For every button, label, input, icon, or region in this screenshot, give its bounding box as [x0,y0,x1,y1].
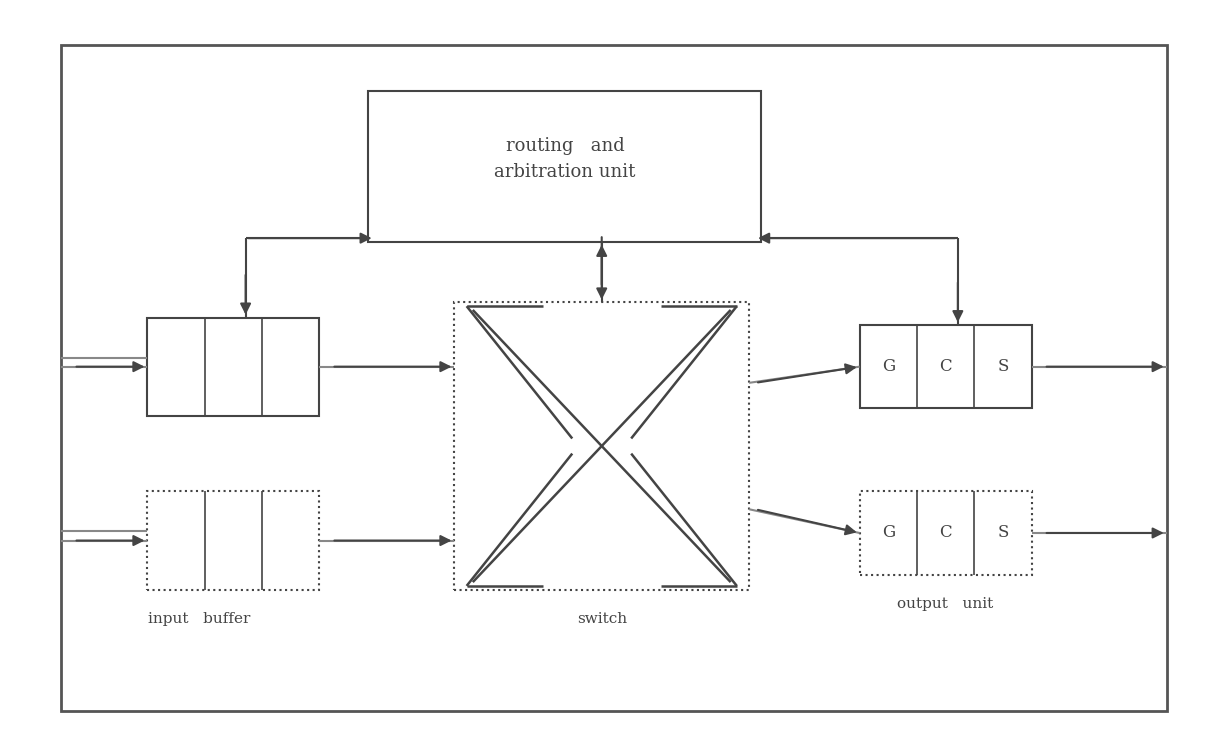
Bar [860,491,1032,575]
Text: S: S [997,358,1008,375]
Bar [147,318,319,416]
Text: routing   and
arbitration unit: routing and arbitration unit [494,137,636,181]
Text: C: C [939,525,952,541]
Bar [147,491,319,590]
Bar [61,45,1167,711]
Bar [368,91,761,242]
Text: G: G [882,525,895,541]
Text: switch: switch [577,612,626,627]
Text: input   buffer: input buffer [147,612,251,627]
Text: S: S [997,525,1008,541]
Text: output   unit: output unit [898,597,993,612]
Text: C: C [939,358,952,375]
Text: G: G [882,358,895,375]
Bar [454,302,749,590]
Bar [860,325,1032,408]
